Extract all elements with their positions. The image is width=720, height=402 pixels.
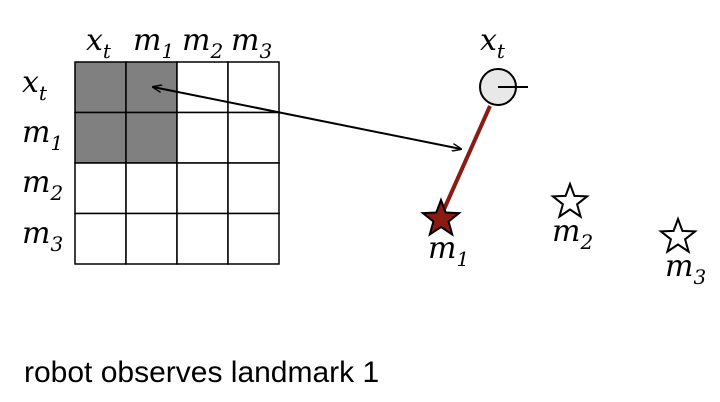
matrix-cell-r1-c3 bbox=[176, 61, 229, 114]
col-header-xt: xt bbox=[86, 23, 112, 63]
caption: robot observes landmark 1 bbox=[24, 356, 379, 389]
matrix-cell-r2-c3 bbox=[176, 111, 229, 164]
matrix-cell-r2-c4 bbox=[227, 111, 280, 164]
row-header-m3: m3 bbox=[22, 216, 63, 256]
landmark-2-star-icon bbox=[550, 181, 590, 219]
matrix-cell-r4-c4 bbox=[227, 212, 280, 265]
landmark-3: m3 bbox=[658, 216, 706, 289]
matrix-cell-r3-c3 bbox=[176, 162, 229, 215]
matrix-cell-r4-c3 bbox=[176, 212, 229, 265]
robot: xt bbox=[479, 23, 528, 106]
matrix-row-headers: xt m1 m2 m3 bbox=[22, 65, 63, 256]
matrix-column-headers: xt m1 m2 m3 bbox=[86, 23, 272, 63]
landmark-1-star-icon bbox=[420, 197, 462, 237]
matrix-cell-r4-c1 bbox=[74, 212, 127, 265]
landmark-3-star-icon bbox=[658, 216, 698, 254]
matrix-cell-r2-c2 bbox=[125, 111, 178, 164]
matrix-cell-r1-c2 bbox=[125, 61, 178, 114]
matrix-cell-r4-c2 bbox=[125, 212, 178, 265]
observation-line bbox=[439, 105, 492, 217]
row-header-m2: m2 bbox=[22, 165, 63, 205]
correlation-arrow bbox=[153, 87, 461, 149]
landmark-1: m1 bbox=[420, 197, 469, 271]
landmark-3-label: m3 bbox=[665, 249, 706, 289]
row-header-xt: xt bbox=[22, 65, 48, 105]
matrix-cell-r3-c4 bbox=[227, 162, 280, 215]
matrix-cell-r3-c1 bbox=[74, 162, 127, 215]
col-header-m2: m2 bbox=[182, 23, 223, 63]
row-header-m1: m1 bbox=[22, 115, 63, 155]
col-header-m3: m3 bbox=[231, 23, 272, 63]
matrix-cell-r2-c1 bbox=[74, 111, 127, 164]
col-header-m1: m1 bbox=[133, 23, 174, 63]
matrix-cell-r1-c1 bbox=[74, 61, 127, 114]
matrix-cell-r1-c4 bbox=[227, 61, 280, 114]
landmark-2: m2 bbox=[550, 181, 593, 254]
robot-label: xt bbox=[480, 23, 506, 63]
matrix-cell-r3-c2 bbox=[125, 162, 178, 215]
landmark-2-label: m2 bbox=[552, 214, 593, 254]
landmark-1-label: m1 bbox=[428, 231, 469, 271]
